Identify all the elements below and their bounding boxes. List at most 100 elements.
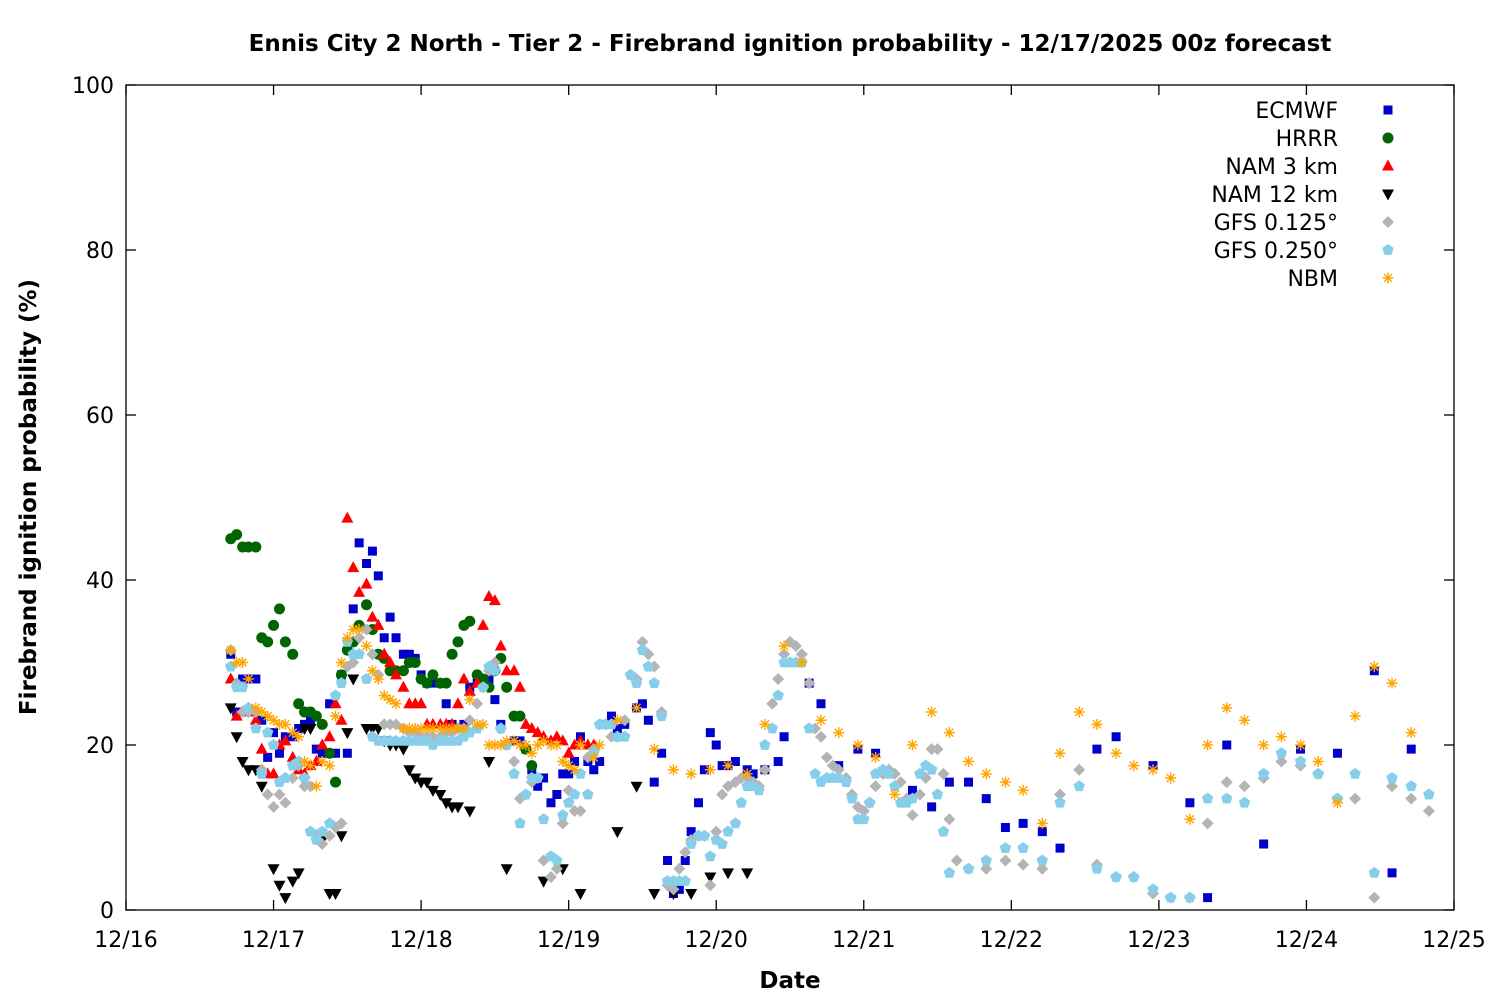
data-point xyxy=(1294,755,1307,767)
data-point xyxy=(937,825,950,837)
legend-label: NBM xyxy=(1287,267,1338,292)
data-point xyxy=(631,702,643,714)
data-point xyxy=(360,577,373,589)
data-point xyxy=(526,760,538,772)
data-point xyxy=(1202,739,1214,751)
data-point xyxy=(256,706,268,718)
data-point xyxy=(464,694,476,706)
data-point xyxy=(595,757,605,766)
data-point xyxy=(711,740,721,750)
data-point xyxy=(667,883,680,896)
data-point xyxy=(1110,747,1122,759)
data-point xyxy=(964,777,974,787)
data-point xyxy=(803,722,815,734)
data-point xyxy=(310,833,323,845)
data-point xyxy=(279,718,291,730)
data-point xyxy=(293,731,305,743)
data-point xyxy=(574,739,586,751)
data-point xyxy=(557,756,569,767)
data-point xyxy=(618,714,631,727)
data-point xyxy=(636,635,649,648)
data-point xyxy=(488,594,501,606)
data-point xyxy=(298,772,311,783)
data-point xyxy=(858,813,870,825)
data-point xyxy=(415,723,427,734)
x-axis-label: Date xyxy=(759,968,820,994)
data-point xyxy=(532,772,544,783)
data-point xyxy=(1312,756,1324,767)
data-point xyxy=(1368,891,1381,904)
x-tick-label: 12/23 xyxy=(1127,928,1190,953)
data-point xyxy=(250,722,262,734)
data-point xyxy=(452,802,464,814)
data-point xyxy=(263,752,273,762)
legend-label: GFS 0.125° xyxy=(1214,211,1338,236)
data-point xyxy=(699,765,709,775)
data-point xyxy=(568,738,581,750)
data-point xyxy=(1368,866,1380,878)
data-point xyxy=(373,571,383,581)
data-point xyxy=(495,722,507,734)
data-point xyxy=(304,724,317,735)
x-tick-label: 12/18 xyxy=(389,928,452,953)
data-point xyxy=(236,681,249,693)
data-point xyxy=(1165,772,1177,784)
data-point xyxy=(840,776,852,787)
data-point xyxy=(889,780,901,792)
data-point xyxy=(564,769,574,779)
data-point xyxy=(391,633,401,643)
data-point xyxy=(657,748,667,758)
legend-marker xyxy=(1382,244,1394,255)
data-point xyxy=(562,746,575,758)
data-point xyxy=(1295,739,1307,751)
data-point xyxy=(999,776,1011,788)
data-point xyxy=(397,744,410,756)
data-point xyxy=(649,777,659,787)
data-point xyxy=(546,798,556,808)
data-point xyxy=(1349,767,1361,779)
data-point xyxy=(741,768,753,780)
data-point xyxy=(360,623,373,636)
data-point xyxy=(304,825,317,837)
chart-title: Ennis City 2 North - Tier 2 - Firebrand … xyxy=(249,31,1332,57)
data-point xyxy=(1423,788,1435,800)
data-point xyxy=(279,772,292,783)
data-point xyxy=(643,715,653,725)
data-point xyxy=(261,788,274,801)
data-point xyxy=(477,681,489,693)
data-point xyxy=(1387,868,1397,878)
data-point xyxy=(1201,817,1214,830)
data-point xyxy=(1073,763,1086,776)
data-point xyxy=(1036,854,1048,866)
data-point xyxy=(361,599,373,611)
data-point xyxy=(463,714,476,727)
data-point xyxy=(323,817,336,829)
data-point xyxy=(1405,780,1417,792)
data-point xyxy=(477,673,489,685)
data-point xyxy=(378,647,391,659)
data-point xyxy=(237,657,249,668)
data-point xyxy=(384,694,396,706)
data-point xyxy=(341,632,353,644)
data-point xyxy=(457,672,470,684)
data-point xyxy=(267,739,280,750)
data-point xyxy=(1073,780,1085,792)
data-point xyxy=(335,657,347,668)
data-point xyxy=(353,648,365,660)
data-point xyxy=(779,732,789,742)
data-point xyxy=(685,838,697,849)
data-point xyxy=(1386,780,1399,793)
data-point xyxy=(852,739,864,751)
data-point xyxy=(446,723,458,734)
data-point xyxy=(287,727,299,739)
data-point xyxy=(925,763,938,775)
data-point xyxy=(366,610,379,622)
data-point xyxy=(1184,813,1196,825)
data-point xyxy=(569,764,581,776)
data-point xyxy=(568,788,581,800)
data-point xyxy=(398,649,408,659)
data-point xyxy=(772,689,784,701)
data-point xyxy=(795,648,808,661)
y-tick-label: 100 xyxy=(72,74,114,99)
data-point xyxy=(914,767,926,779)
